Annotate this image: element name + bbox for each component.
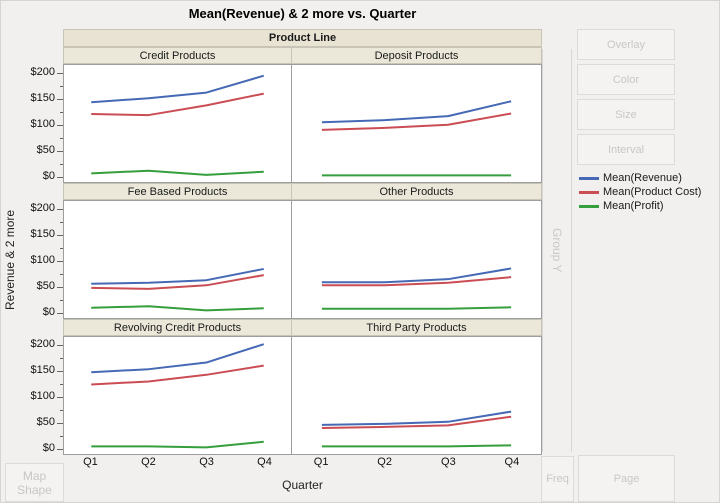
x-tick-label: Q4 xyxy=(257,456,272,468)
plot-fee-based-products[interactable] xyxy=(63,200,292,319)
x-tick-label: Q1 xyxy=(83,456,98,468)
map-shape-label: Map Shape xyxy=(17,468,52,497)
legend-item[interactable]: Mean(Profit) xyxy=(579,199,701,213)
group-y-dropzone[interactable]: Group Y xyxy=(542,49,572,452)
legend-item[interactable]: Mean(Product Cost) xyxy=(579,185,701,199)
legend-item[interactable]: Mean(Revenue) xyxy=(579,171,701,185)
line-mean-product-cost-[interactable] xyxy=(91,366,264,385)
legend: Mean(Revenue) Mean(Product Cost) Mean(Prof… xyxy=(579,171,701,213)
x-tick-label: Q1 xyxy=(313,456,329,468)
trellis-chart: Product Line Credit Products Deposit Pro… xyxy=(63,29,542,455)
legend-line-swatch xyxy=(579,190,599,194)
x-tick-label: Q3 xyxy=(441,456,456,468)
freq-dropzone-button[interactable]: Freq xyxy=(541,456,574,502)
line-mean-product-cost-[interactable] xyxy=(322,277,511,285)
legend-label: Mean(Profit) xyxy=(603,200,664,212)
x-tick-label: Q3 xyxy=(199,456,214,468)
x-tick-label: Q2 xyxy=(377,456,392,468)
panel-header-third-party-products: Third Party Products xyxy=(291,319,542,336)
line-mean-product-cost-[interactable] xyxy=(322,114,511,130)
y-axis-title[interactable]: Revenue & 2 more xyxy=(3,209,17,310)
x-tick-label: Q4 xyxy=(504,456,520,468)
x-axis-title[interactable]: Quarter xyxy=(282,478,323,492)
x-tick-label: Q2 xyxy=(141,456,156,468)
line-mean-product-cost-[interactable] xyxy=(91,275,264,289)
group-x-band[interactable]: Product Line xyxy=(63,29,542,47)
page-dropzone-button[interactable]: Page xyxy=(578,455,675,502)
plot-third-party-products[interactable] xyxy=(291,336,542,455)
legend-line-swatch xyxy=(579,204,599,208)
line-mean-revenue-[interactable] xyxy=(322,412,511,425)
line-mean-revenue-[interactable] xyxy=(91,269,264,284)
line-mean-profit-[interactable] xyxy=(91,171,264,175)
line-mean-profit-[interactable] xyxy=(91,306,264,310)
chart-title: Mean(Revenue) & 2 more vs. Quarter xyxy=(188,6,417,21)
line-mean-revenue-[interactable] xyxy=(322,268,511,282)
panel-header-other-products: Other Products xyxy=(291,183,542,200)
line-mean-profit-[interactable] xyxy=(91,442,264,448)
color-dropzone-button[interactable]: Color xyxy=(577,64,675,95)
legend-label: Mean(Revenue) xyxy=(603,172,682,184)
map-shape-dropzone-button[interactable]: Map Shape xyxy=(5,463,64,502)
legend-label: Mean(Product Cost) xyxy=(603,186,702,198)
line-mean-product-cost-[interactable] xyxy=(322,417,511,428)
size-dropzone-button[interactable]: Size xyxy=(577,99,675,130)
panel-header-deposit-products: Deposit Products xyxy=(291,47,542,64)
panel-header-fee-based-products: Fee Based Products xyxy=(63,183,292,200)
line-mean-revenue-[interactable] xyxy=(322,101,511,122)
plot-credit-products[interactable] xyxy=(63,64,292,183)
line-mean-revenue-[interactable] xyxy=(91,76,264,103)
overlay-dropzone-button[interactable]: Overlay xyxy=(577,29,675,60)
interval-dropzone-button[interactable]: Interval xyxy=(577,134,675,165)
plot-revolving-credit-products[interactable] xyxy=(63,336,292,455)
line-mean-product-cost-[interactable] xyxy=(91,94,264,115)
plot-deposit-products[interactable] xyxy=(291,64,542,183)
plot-other-products[interactable] xyxy=(291,200,542,319)
panel-header-credit-products: Credit Products xyxy=(63,47,292,64)
legend-line-swatch xyxy=(579,176,599,180)
line-mean-revenue-[interactable] xyxy=(91,344,264,372)
panel-header-revolving-credit-products: Revolving Credit Products xyxy=(63,319,292,336)
line-mean-profit-[interactable] xyxy=(322,307,511,309)
line-mean-profit-[interactable] xyxy=(322,445,511,446)
